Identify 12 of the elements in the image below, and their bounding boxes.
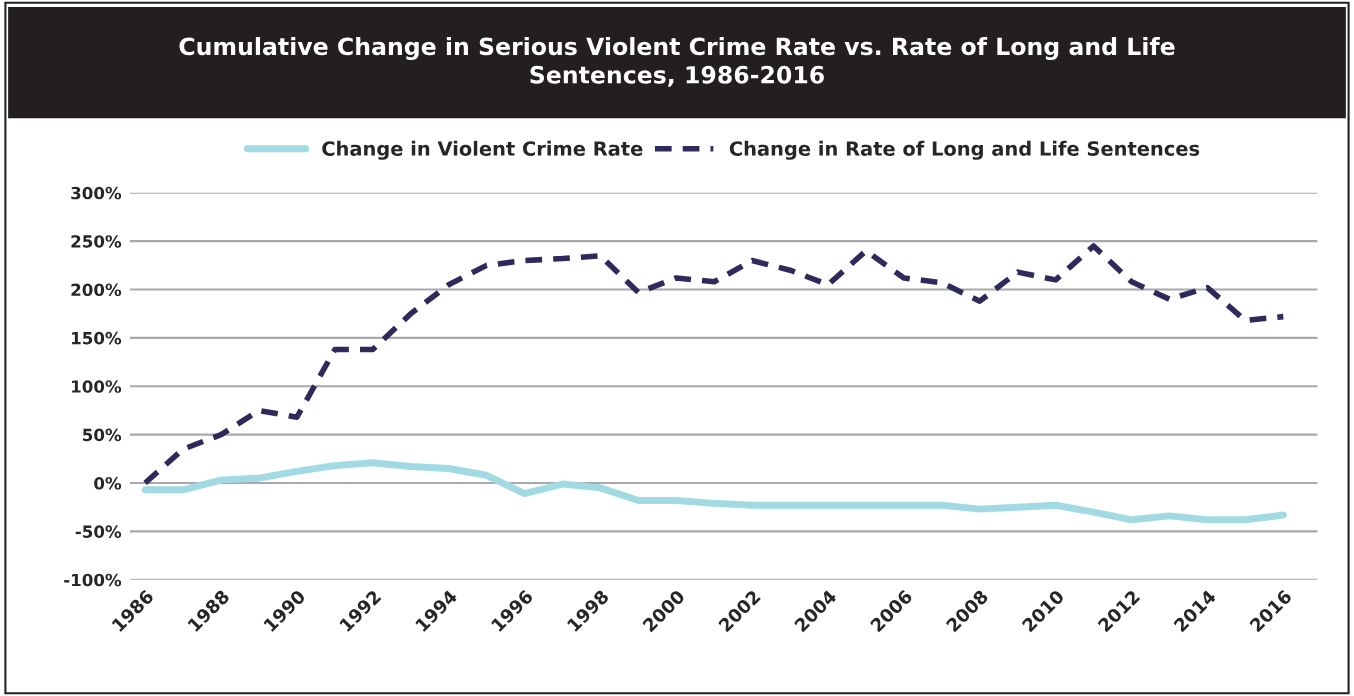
legend-label: Change in Rate of Long and Life Sentences (729, 140, 1200, 160)
y-tick-label: -50% (75, 525, 122, 538)
legend-label: Change in Violent Crime Rate (322, 140, 643, 160)
y-tick-label: 250% (71, 235, 122, 248)
y-tick-label: 150% (72, 331, 122, 345)
y-tick-label: 50% (83, 428, 122, 442)
y-tick-label: 0% (94, 476, 122, 490)
y-tick-label: -100% (64, 573, 122, 587)
y-tick-label: 200% (71, 283, 122, 297)
chart-title: Cumulative Change in Serious Violent Crime Rate vs. Rate of Long and Life Sentences, 1986-2016 (179, 37, 1175, 87)
y-tick-label: 300% (71, 186, 122, 200)
y-tick-label: 100% (72, 380, 122, 393)
